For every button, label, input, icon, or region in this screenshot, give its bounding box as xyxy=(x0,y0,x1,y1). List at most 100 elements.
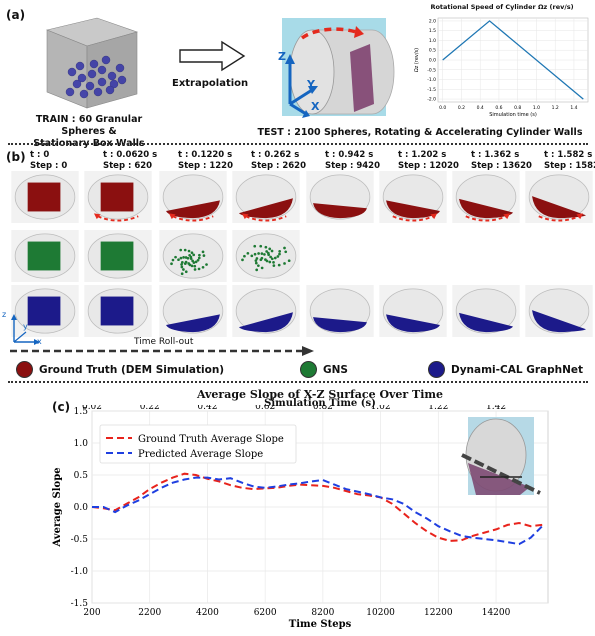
thumbnail-ground-truth-6 xyxy=(452,171,520,223)
train-caption-line1: TRAIN : 60 Granular Spheres & xyxy=(35,114,143,137)
legend-swatch xyxy=(428,361,445,378)
train-box-illustration xyxy=(46,17,138,109)
y-tick-label: -0.5 xyxy=(71,535,89,545)
inset-speed-chart: 0.0 0.2 0.4 0.6 0.8 1.0 1.2 1.42.01.51.00.50.0-… xyxy=(414,17,589,118)
thumbnail-ground-truth-7 xyxy=(525,171,593,223)
thumbnail-dynami-cal-5 xyxy=(379,285,447,337)
chart-legend: Ground Truth Average Slope Predicted Aver… xyxy=(99,424,297,464)
inset-y-tick: 0.5 xyxy=(429,48,436,54)
inset-x-tick: 1.0 xyxy=(533,105,540,111)
rotation-arrow xyxy=(392,215,434,222)
column-label-5: t : 1.202 s Step : 12020 xyxy=(398,150,459,172)
scattered-particles xyxy=(241,244,291,272)
thumbnail-dynami-cal-0 xyxy=(11,285,79,337)
chart-title: Average Slope of X-Z Surface Over Time xyxy=(196,388,444,401)
x-tick-label: 4200 xyxy=(196,608,219,618)
thumbnail-ground-truth-1 xyxy=(84,171,152,223)
column-label-2: t : 0.1220 s Step : 1220 xyxy=(178,150,233,172)
inset-y-tick: -1.5 xyxy=(427,87,436,93)
particle-bed xyxy=(532,310,586,333)
rotation-arrow-head xyxy=(430,213,438,220)
inset-x-tick: 0.2 xyxy=(458,105,465,111)
rotation-arrow xyxy=(172,215,214,222)
x-tick-label: 10200 xyxy=(366,608,395,618)
test-cylinder-illustration xyxy=(282,18,395,118)
thumbnail-dynami-cal-4 xyxy=(306,285,374,337)
column-step: Step : 1220 xyxy=(178,161,234,171)
time-rollout-label: Time Roll-out xyxy=(132,337,196,347)
thumbnail-dynami-cal-7 xyxy=(525,285,593,337)
y-tick-label: 0.5 xyxy=(74,471,89,481)
y-tick-label: 0.0 xyxy=(74,503,89,513)
thumbnail-gns-1 xyxy=(84,230,152,282)
column-step: Step : 620 xyxy=(103,161,153,171)
column-time: t : 0.0620 s xyxy=(103,150,158,160)
column-label-6: t : 1.362 s Step : 13620 xyxy=(471,150,532,172)
divider-a-b xyxy=(8,143,588,145)
scattered-particles xyxy=(170,248,208,276)
inset-speed-line xyxy=(442,20,584,100)
x-tick-label: 6200 xyxy=(254,608,277,618)
thumbnail-gns-3 xyxy=(232,230,300,282)
particle-bed xyxy=(239,198,293,219)
column-label-3: t : 0.262 s Step : 2620 xyxy=(251,150,306,172)
rotation-arrow xyxy=(245,215,287,222)
y-tick-label: 1.0 xyxy=(74,439,89,449)
panel-b-label: (b) xyxy=(6,150,26,164)
extrapolation-arrow-icon xyxy=(179,40,246,72)
cylinder-outline xyxy=(235,233,297,279)
top-tick-label: 1.22 xyxy=(428,405,448,412)
thumbnail-ground-truth-5 xyxy=(379,171,447,223)
legend-label: Ground Truth (DEM Simulation) xyxy=(39,363,225,376)
slope-inset-illustration xyxy=(461,417,541,495)
thumbnail-dynami-cal-3 xyxy=(232,285,300,337)
column-step: Step : 0 xyxy=(30,161,68,171)
particle-bed xyxy=(459,198,513,219)
inset-y-tick: 0.0 xyxy=(429,58,436,64)
legend-item: Dynami-CAL GraphNet xyxy=(428,361,583,378)
column-step: Step : 12020 xyxy=(398,161,459,171)
chart-top-axis-label: Simulation Time (s) xyxy=(264,398,376,409)
inset-slope-line xyxy=(461,453,541,495)
inset-x-tick: 1.2 xyxy=(552,105,559,111)
inset-x-label: Simulation time (s) xyxy=(489,112,537,118)
column-time: t : 0.262 s xyxy=(251,150,300,160)
particle-bed xyxy=(386,314,440,333)
column-label-1: t : 0.0620 s Step : 620 xyxy=(103,150,157,172)
rotation-arrow xyxy=(97,215,139,222)
average-slope-chart: 200 0.02 2200 0.22 4200 0.42 6200 0.62 8200 0.82 1… xyxy=(52,405,549,630)
rotation-arrow-head xyxy=(576,213,584,220)
column-time: t : 0.942 s xyxy=(325,150,374,160)
x-tick-label: 2200 xyxy=(138,608,161,618)
y-tick-label: -1.5 xyxy=(71,599,89,609)
panel-a-label: (a) xyxy=(6,8,26,22)
thumbnail-gns-0 xyxy=(11,230,79,282)
divider-b-c xyxy=(8,381,588,383)
rotation-arrow-head xyxy=(503,213,511,220)
chart-legend-label: Ground Truth Average Slope xyxy=(138,434,284,445)
thumbnail-ground-truth-0 xyxy=(11,171,79,223)
cylinder-outline xyxy=(162,233,224,279)
test-caption: TEST : 2100 Spheres, Rotating & Accelera… xyxy=(257,127,583,138)
y-tick-label: 1.5 xyxy=(74,407,89,417)
chart-legend-label: Predicted Average Slope xyxy=(138,449,263,460)
particle-bed xyxy=(166,314,220,333)
column-step: Step : 13620 xyxy=(471,161,532,171)
legend-label: GNS xyxy=(323,363,348,376)
particle-bed xyxy=(313,317,367,333)
x-tick-label: 12200 xyxy=(424,608,453,618)
inset-y-tick: 1.0 xyxy=(429,38,436,44)
particle-block xyxy=(100,182,134,212)
particle-bed xyxy=(459,312,513,333)
extrapolation-label: Extrapolation xyxy=(172,78,249,89)
inset-particle-bed xyxy=(468,463,530,495)
x-tick-label: 14200 xyxy=(482,608,511,618)
particle-block xyxy=(100,241,134,271)
rotation-arrow-head xyxy=(168,213,176,220)
thumbnail-dynami-cal-1 xyxy=(84,285,152,337)
top-tick-label: 0.82 xyxy=(313,405,333,412)
top-tick-label: 0.42 xyxy=(197,405,217,412)
inset-x-tick: 0.6 xyxy=(495,105,502,111)
column-label-4: t : 0.942 s Step : 9420 xyxy=(325,150,380,172)
legend-item: Ground Truth (DEM Simulation) xyxy=(16,361,224,378)
